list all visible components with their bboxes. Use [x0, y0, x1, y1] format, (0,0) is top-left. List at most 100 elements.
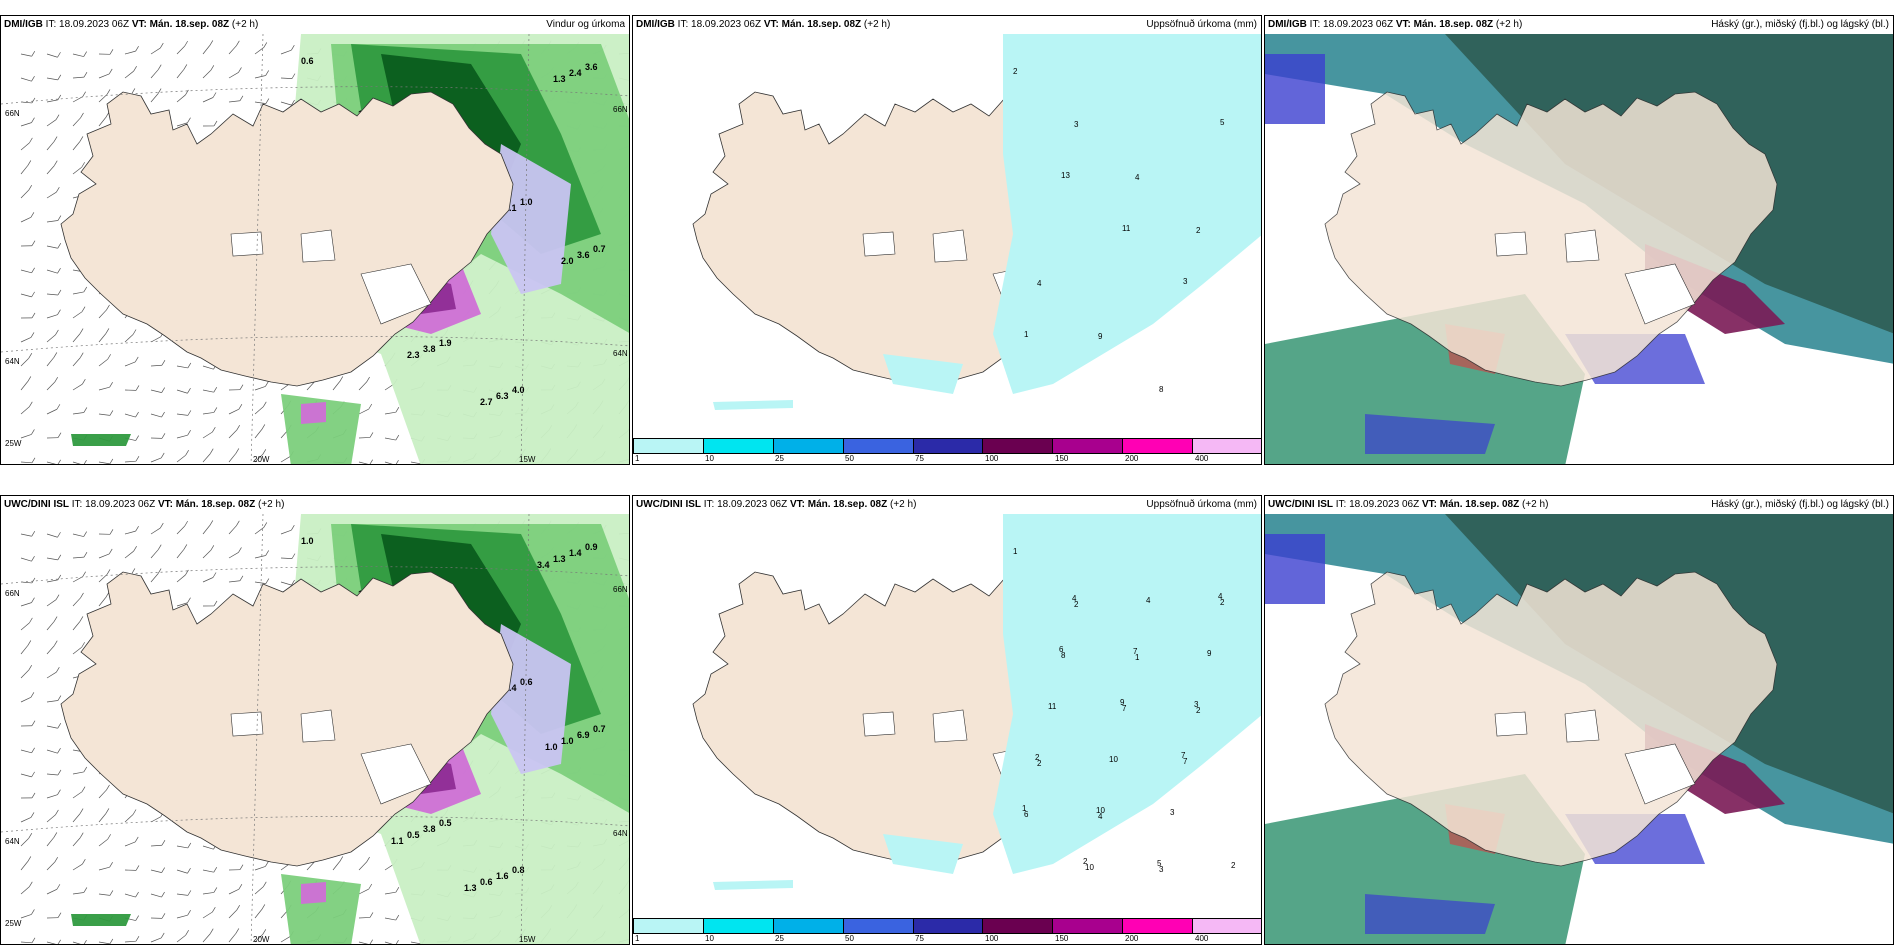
accum-value: 9 — [1207, 649, 1212, 658]
map-panel: DMI/IGB IT: 18.09.2023 06Z VT: Mán. 18.s… — [0, 15, 630, 465]
accum-value: 3 — [1170, 808, 1175, 817]
glacier — [1564, 709, 1600, 743]
header-it-label: IT: — [71, 499, 83, 510]
header-lead: (+2 h) — [258, 499, 285, 510]
precip-value: 6.9 — [577, 730, 590, 740]
precip-value: 0.6 — [301, 56, 314, 66]
accum-value: 4 — [1072, 594, 1077, 603]
header-it-label: IT: — [1309, 19, 1321, 30]
accum-value: 6 — [1059, 645, 1064, 654]
lat-label-64n-right: 64N — [613, 829, 628, 838]
accum-value: 4 — [1037, 279, 1042, 288]
panel-header: DMI/IGB IT: 18.09.2023 06Z VT: Mán. 18.s… — [1, 16, 629, 34]
accum-value: 10 — [1109, 755, 1118, 764]
accum-shading — [713, 34, 1261, 410]
precip-value: 1.3 — [553, 74, 566, 84]
header-model: DMI/IGB — [1268, 19, 1307, 30]
accum-value: 3 — [1194, 700, 1199, 709]
accum-value: 8 — [1159, 385, 1164, 394]
colorbar-cell — [703, 439, 774, 453]
precip-value: 2.3 — [407, 350, 420, 360]
header-it: 18.09.2023 06Z — [59, 19, 130, 30]
colorbar-cell — [1193, 439, 1261, 453]
map-canvas: 0.61.52.01.00.71.21.94.03.61.51.81.13.66… — [1, 34, 629, 464]
colorbar-cells — [633, 438, 1261, 454]
glacier — [360, 743, 432, 805]
cloud-area — [1265, 534, 1325, 604]
accum-value: 4 — [1146, 596, 1151, 605]
colorbar-label: 1 — [635, 934, 640, 943]
colorbar-cell — [1193, 919, 1261, 933]
cloud-area — [1365, 414, 1495, 454]
precip-value: 0.6 — [480, 877, 493, 887]
header-it-label: IT: — [45, 19, 57, 30]
header-product: Vindur og úrkoma — [546, 19, 625, 30]
precip-value: 1.1 — [504, 203, 517, 213]
precip-value: 0.9 — [585, 542, 598, 552]
precip-value: 1.0 — [561, 736, 574, 746]
map-panel: UWC/DINI ISL IT: 18.09.2023 06Z VT: Mán.… — [1264, 495, 1894, 945]
glacier — [1564, 229, 1600, 263]
map-panel: DMI/IGB IT: 18.09.2023 06Z VT: Mán. 18.s… — [632, 15, 1262, 465]
precip-value: 6.3 — [496, 391, 509, 401]
accum-area — [993, 34, 1261, 394]
colorbar-label: 50 — [845, 454, 854, 463]
header-model: UWC/DINI ISL — [1268, 499, 1333, 510]
colorbar-cell — [703, 919, 774, 933]
precip-value: 2.7 — [480, 397, 493, 407]
precip-value: 1.0 — [545, 742, 558, 752]
glacier — [1624, 263, 1696, 325]
lon-label-15w: 15W — [519, 935, 536, 944]
header-it-label: IT: — [677, 19, 689, 30]
header-vt-label: VT: — [131, 19, 147, 30]
glacier — [1494, 231, 1528, 257]
accum-value: 1 — [1024, 330, 1029, 339]
header-model: UWC/DINI ISL — [636, 499, 701, 510]
graticule — [1, 514, 629, 944]
header-vt: Mán. 18.sep. 08Z — [1413, 19, 1494, 30]
accum-value: 3 — [1159, 865, 1164, 874]
glacier — [862, 231, 896, 257]
glacier — [300, 229, 336, 263]
header-it: 18.09.2023 06Z — [1323, 19, 1394, 30]
precip-value: 0.5 — [407, 830, 420, 840]
glacier — [862, 711, 896, 737]
header-it-label: IT: — [1335, 499, 1347, 510]
colorbar-cell — [634, 439, 704, 453]
lon-label-20w: 20W — [253, 935, 270, 944]
precip-area — [71, 914, 131, 926]
cloud-area — [1265, 54, 1325, 124]
header-vt-label: VT: — [1395, 19, 1411, 30]
accum-value: 2 — [1083, 857, 1088, 866]
panel-header: UWC/DINI ISL IT: 18.09.2023 06Z VT: Mán.… — [633, 496, 1261, 514]
accum-value: 3 — [1183, 277, 1188, 286]
accum-value: 2 — [1035, 753, 1040, 762]
colorbar-label: 400 — [1195, 934, 1209, 943]
map-canvas: 1.00.51.10.60.70.70.50.80.91.22.34.46.92… — [1, 514, 629, 944]
precip-value: 0.8 — [512, 865, 525, 875]
header-it: 18.09.2023 06Z — [85, 499, 156, 510]
colorbar-label: 75 — [915, 934, 924, 943]
header-vt: Mán. 18.sep. 08Z — [781, 19, 862, 30]
accum-value: 2 — [1220, 598, 1225, 607]
accum-value: 7 — [1183, 757, 1188, 766]
accum-value: 10 — [1085, 863, 1094, 872]
colorbar-label: 10 — [705, 454, 714, 463]
header-lead: (+2 h) — [1522, 499, 1549, 510]
colorbar: 1 10 25 50 75 100 150 200 400 — [633, 916, 1261, 944]
precip-value: 2.4 — [569, 68, 582, 78]
header-product: Uppsöfnuð úrkoma (mm) — [1146, 19, 1257, 30]
header-it: 18.09.2023 06Z — [691, 19, 762, 30]
lon-label-25w: 25W — [5, 439, 22, 448]
precip-value: 1.3 — [553, 554, 566, 564]
glacier — [360, 263, 432, 325]
accum-value: 7 — [1122, 704, 1127, 713]
header-it-label: IT: — [703, 499, 715, 510]
precip-value: 1.6 — [496, 871, 509, 881]
glacier — [932, 229, 968, 263]
glacier — [300, 709, 336, 743]
colorbar-cell — [913, 439, 984, 453]
precip-value: 0.7 — [593, 244, 606, 254]
panel-header: UWC/DINI ISL IT: 18.09.2023 06Z VT: Mán.… — [1, 496, 629, 514]
colorbar-cell — [1123, 919, 1194, 933]
